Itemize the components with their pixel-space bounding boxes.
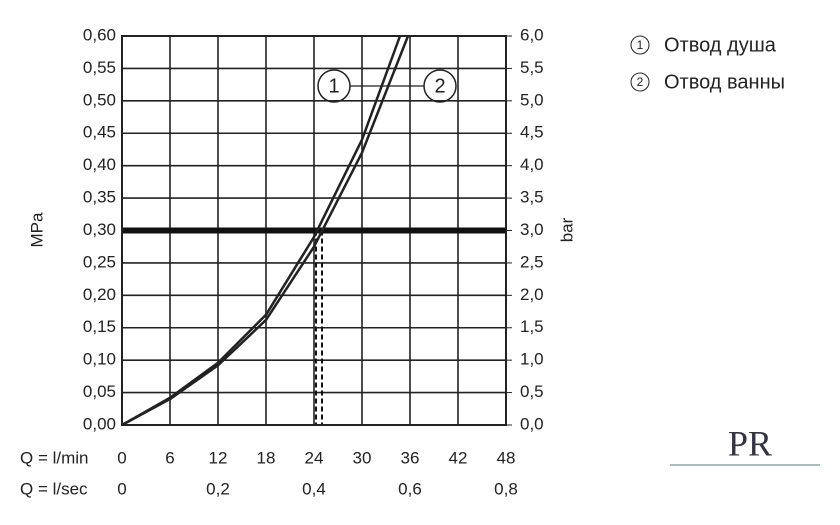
y-tick-label: 0,10 — [83, 350, 116, 369]
y-tick-label: 0,50 — [83, 90, 116, 109]
series-line — [121, 35, 410, 427]
y-tick-label: 0,15 — [83, 317, 116, 336]
y2-tick-label: 1,0 — [520, 350, 544, 369]
x2-tick-label: 0,4 — [302, 479, 326, 498]
x-tick-label: 36 — [401, 448, 420, 467]
x-tick-label: 0 — [117, 448, 126, 467]
logo: PR — [728, 423, 772, 463]
legend-number: 1 — [637, 38, 644, 52]
y-tick-label: 0,05 — [83, 382, 116, 401]
y-tick-label: 0,25 — [83, 252, 116, 271]
x2-tick-label: 0,6 — [398, 479, 422, 498]
y2-tick-label: 0,0 — [520, 414, 544, 433]
y2-tick-label: 2,5 — [520, 252, 544, 271]
x-tick-label: 6 — [165, 448, 174, 467]
y-tick-label: 0,20 — [83, 285, 116, 304]
x2-tick-label: 0,8 — [494, 479, 518, 498]
plot-border — [121, 35, 507, 426]
y-tick-label: 0,35 — [83, 188, 116, 207]
curve-label-circle — [317, 69, 351, 103]
legend-label: Отвод душа — [664, 34, 777, 56]
y-tick-label: 0,45 — [83, 123, 116, 142]
x-tick-label: 30 — [353, 448, 372, 467]
y-tick-label: 0,55 — [83, 58, 116, 77]
curve-label: 2 — [434, 75, 445, 97]
y2-axis-label: bar — [557, 217, 576, 242]
y2-tick-label: 5,5 — [520, 58, 544, 77]
y2-tick-label: 3,5 — [520, 188, 544, 207]
y-tick-label: 0,60 — [83, 25, 116, 44]
x-tick-label: 42 — [449, 448, 468, 467]
curve-label-circle — [423, 69, 457, 103]
y-axis-label: MPa — [27, 212, 46, 248]
y2-tick-label: 3,0 — [520, 220, 544, 239]
legend-circle — [630, 35, 650, 55]
y-tick-label: 0,40 — [83, 155, 116, 174]
legend-label: Отвод ванны — [664, 71, 785, 93]
y2-tick-label: 2,0 — [520, 285, 544, 304]
x-tick-label: 12 — [209, 448, 228, 467]
x-tick-label: 24 — [305, 448, 324, 467]
y2-tick-label: 0,5 — [520, 382, 544, 401]
y2-tick-label: 4,0 — [520, 155, 544, 174]
x-axis-label: Q = l/min — [20, 448, 89, 467]
y2-tick-label: 6,0 — [520, 25, 544, 44]
x-tick-label: 48 — [497, 448, 516, 467]
x-tick-label: 18 — [257, 448, 276, 467]
y2-tick-label: 1,5 — [520, 317, 544, 336]
legend-number: 2 — [637, 75, 644, 89]
x2-tick-label: 0 — [117, 479, 126, 498]
y-tick-label: 0,00 — [83, 414, 116, 433]
y2-tick-label: 4,5 — [520, 123, 544, 142]
legend-circle — [630, 72, 650, 92]
y-tick-label: 0,30 — [83, 220, 116, 239]
x2-tick-label: 0,2 — [206, 479, 230, 498]
curve-label: 1 — [328, 75, 339, 97]
x2-axis-label: Q = l/sec — [20, 479, 88, 498]
y2-tick-label: 5,0 — [520, 90, 544, 109]
